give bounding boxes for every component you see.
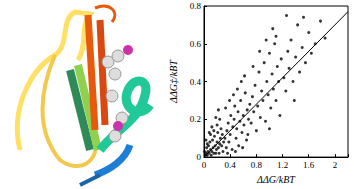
svg-text:1.6: 1.6 [303,160,315,170]
svg-text:0.8: 0.8 [251,160,263,170]
svg-text:2: 2 [333,160,338,170]
svg-text:0.4: 0.4 [190,77,202,87]
svg-text:ΔΔG‡/kBT: ΔΔG‡/kBT [168,59,179,104]
svg-text:ΔΔG/kBT: ΔΔG/kBT [256,174,296,185]
svg-text:0.8: 0.8 [190,1,202,11]
svg-text:0: 0 [197,152,202,162]
svg-text:0: 0 [202,160,207,170]
svg-text:1.2: 1.2 [277,160,288,170]
svg-text:0.6: 0.6 [190,39,202,49]
svg-text:0.4: 0.4 [225,160,237,170]
svg-text:0.2: 0.2 [190,114,201,124]
